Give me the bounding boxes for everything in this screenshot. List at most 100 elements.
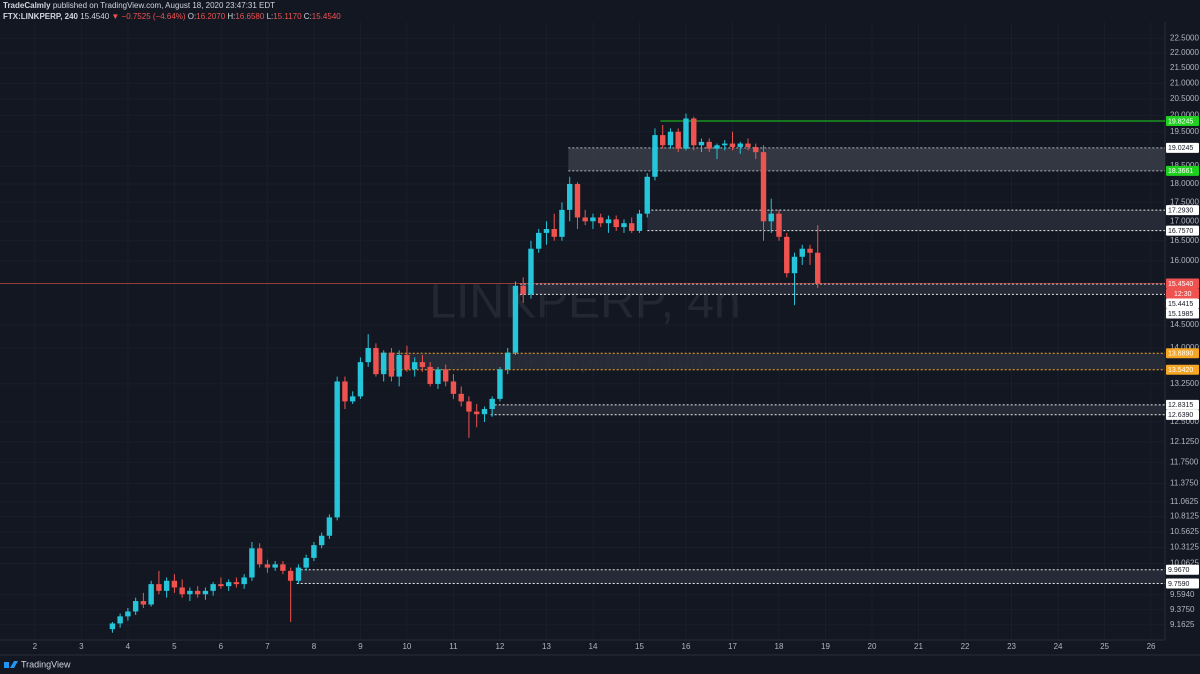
candle-body <box>691 118 697 146</box>
candle-body <box>497 369 503 399</box>
candle-body <box>272 564 278 568</box>
x-tick-label: 21 <box>914 642 923 651</box>
x-tick-label: 22 <box>961 642 970 651</box>
y-tick-label: 16.5000 <box>1170 236 1199 245</box>
candle-body <box>287 570 294 581</box>
price-label: 13.8890 <box>1168 351 1193 358</box>
candle-body <box>714 145 720 149</box>
publish-line: TradeCalmly published on TradingView.com… <box>3 1 275 10</box>
y-tick-label: 11.0625 <box>1170 497 1199 506</box>
ohlc-key: H: <box>227 12 236 21</box>
price-label-bg <box>1166 308 1199 319</box>
x-tick-label: 16 <box>682 642 691 651</box>
price-label: 12.6390 <box>1168 412 1193 419</box>
candle-body <box>729 143 736 147</box>
candle-body <box>326 517 333 536</box>
candle-body <box>582 217 588 222</box>
candle-body <box>450 381 457 394</box>
candle-body <box>559 209 565 237</box>
y-tick-label: 11.3750 <box>1170 479 1199 488</box>
candle-body <box>280 564 286 571</box>
x-tick-label: 12 <box>495 642 504 651</box>
ohlc-value: 15.4540 <box>311 12 341 21</box>
candle-body <box>396 355 402 377</box>
candle-body <box>799 248 805 257</box>
brand-logo <box>4 661 18 668</box>
y-tick-label: 11.7500 <box>1170 457 1199 466</box>
candle-body <box>784 236 790 274</box>
price-label: 15.4415 <box>1168 301 1193 308</box>
candle-body <box>373 348 379 375</box>
y-tick-label: 10.8125 <box>1170 512 1199 521</box>
candle-body <box>675 131 681 149</box>
y-tick-label: 10.3125 <box>1170 543 1199 552</box>
candle-body <box>737 143 743 147</box>
ohlc-value: 16.6580 <box>235 12 265 21</box>
x-tick-label: 20 <box>868 642 877 651</box>
y-tick-label: 9.5940 <box>1170 590 1195 599</box>
candle-body <box>613 219 619 228</box>
candle-body <box>698 141 705 146</box>
candle-body <box>435 369 441 384</box>
candle-body <box>753 146 759 153</box>
candle-body <box>574 183 581 218</box>
ohlc-key: L: <box>266 12 274 21</box>
x-tick-label: 8 <box>312 642 317 651</box>
candle-body <box>660 135 666 146</box>
candle-body <box>365 348 371 363</box>
candle-body <box>760 152 767 222</box>
candle-body <box>311 545 317 558</box>
ohlc: O:16.2070 H:16.6580 L:15.1170 C:15.4540 <box>188 12 341 21</box>
x-tick-label: 25 <box>1100 642 1109 651</box>
x-tick-label: 4 <box>126 642 131 651</box>
candle-body <box>210 584 216 591</box>
candle-body <box>473 411 480 415</box>
candle-body <box>179 587 185 595</box>
y-tick-label: 21.0000 <box>1170 78 1199 87</box>
candle-body <box>318 535 325 546</box>
y-tick-label: 16.0000 <box>1170 256 1199 265</box>
y-tick-label: 22.0000 <box>1170 48 1199 57</box>
candle-body <box>807 248 813 253</box>
ohlc-key: C: <box>303 12 312 21</box>
grid <box>0 22 1165 640</box>
price-label: 17.2930 <box>1168 207 1193 214</box>
candle-body <box>156 584 162 591</box>
candle-body <box>163 580 170 591</box>
candle-body <box>598 217 604 224</box>
y-tick-label: 10.0625 <box>1170 559 1199 568</box>
y-tick-label: 18.0000 <box>1170 179 1199 188</box>
x-tick-label: 18 <box>775 642 784 651</box>
countdown: 12:30 <box>1174 291 1192 298</box>
candle-body <box>357 362 364 397</box>
candle-body <box>249 548 255 578</box>
last: 15.4540 <box>80 12 110 21</box>
price-label: 19.8245 <box>1168 118 1193 125</box>
change: ▼ −0.7525 (−4.64%) <box>111 12 186 21</box>
x-tick-label: 13 <box>542 642 551 651</box>
price-label-bg <box>1166 348 1199 359</box>
zone <box>490 404 1166 415</box>
y-tick-label: 10.5625 <box>1170 527 1199 536</box>
y-tick-label: 14.0000 <box>1170 343 1199 352</box>
y-tick-label: 18.5000 <box>1170 161 1199 170</box>
x-tick-label: 5 <box>172 642 177 651</box>
candle-body <box>776 213 782 237</box>
ohlc-value: 16.2070 <box>196 12 226 21</box>
candle-body <box>567 183 573 210</box>
candle-body <box>132 601 139 612</box>
ohlc-key: O: <box>187 12 197 21</box>
brand: TradingView <box>21 659 71 669</box>
x-tick-label: 10 <box>402 642 411 651</box>
y-tick-label: 20.0000 <box>1170 110 1199 119</box>
candle-body <box>171 580 178 588</box>
candle-body <box>644 176 650 214</box>
y-tick-label: 12.5000 <box>1170 417 1199 426</box>
price-label: 9.9670 <box>1168 567 1190 574</box>
zone <box>647 210 1165 231</box>
y-tick-label: 9.1625 <box>1170 620 1195 629</box>
x-tick-label: 3 <box>79 642 84 651</box>
x-tick-label: 14 <box>589 642 598 651</box>
y-tick-label: 17.5000 <box>1170 197 1199 206</box>
